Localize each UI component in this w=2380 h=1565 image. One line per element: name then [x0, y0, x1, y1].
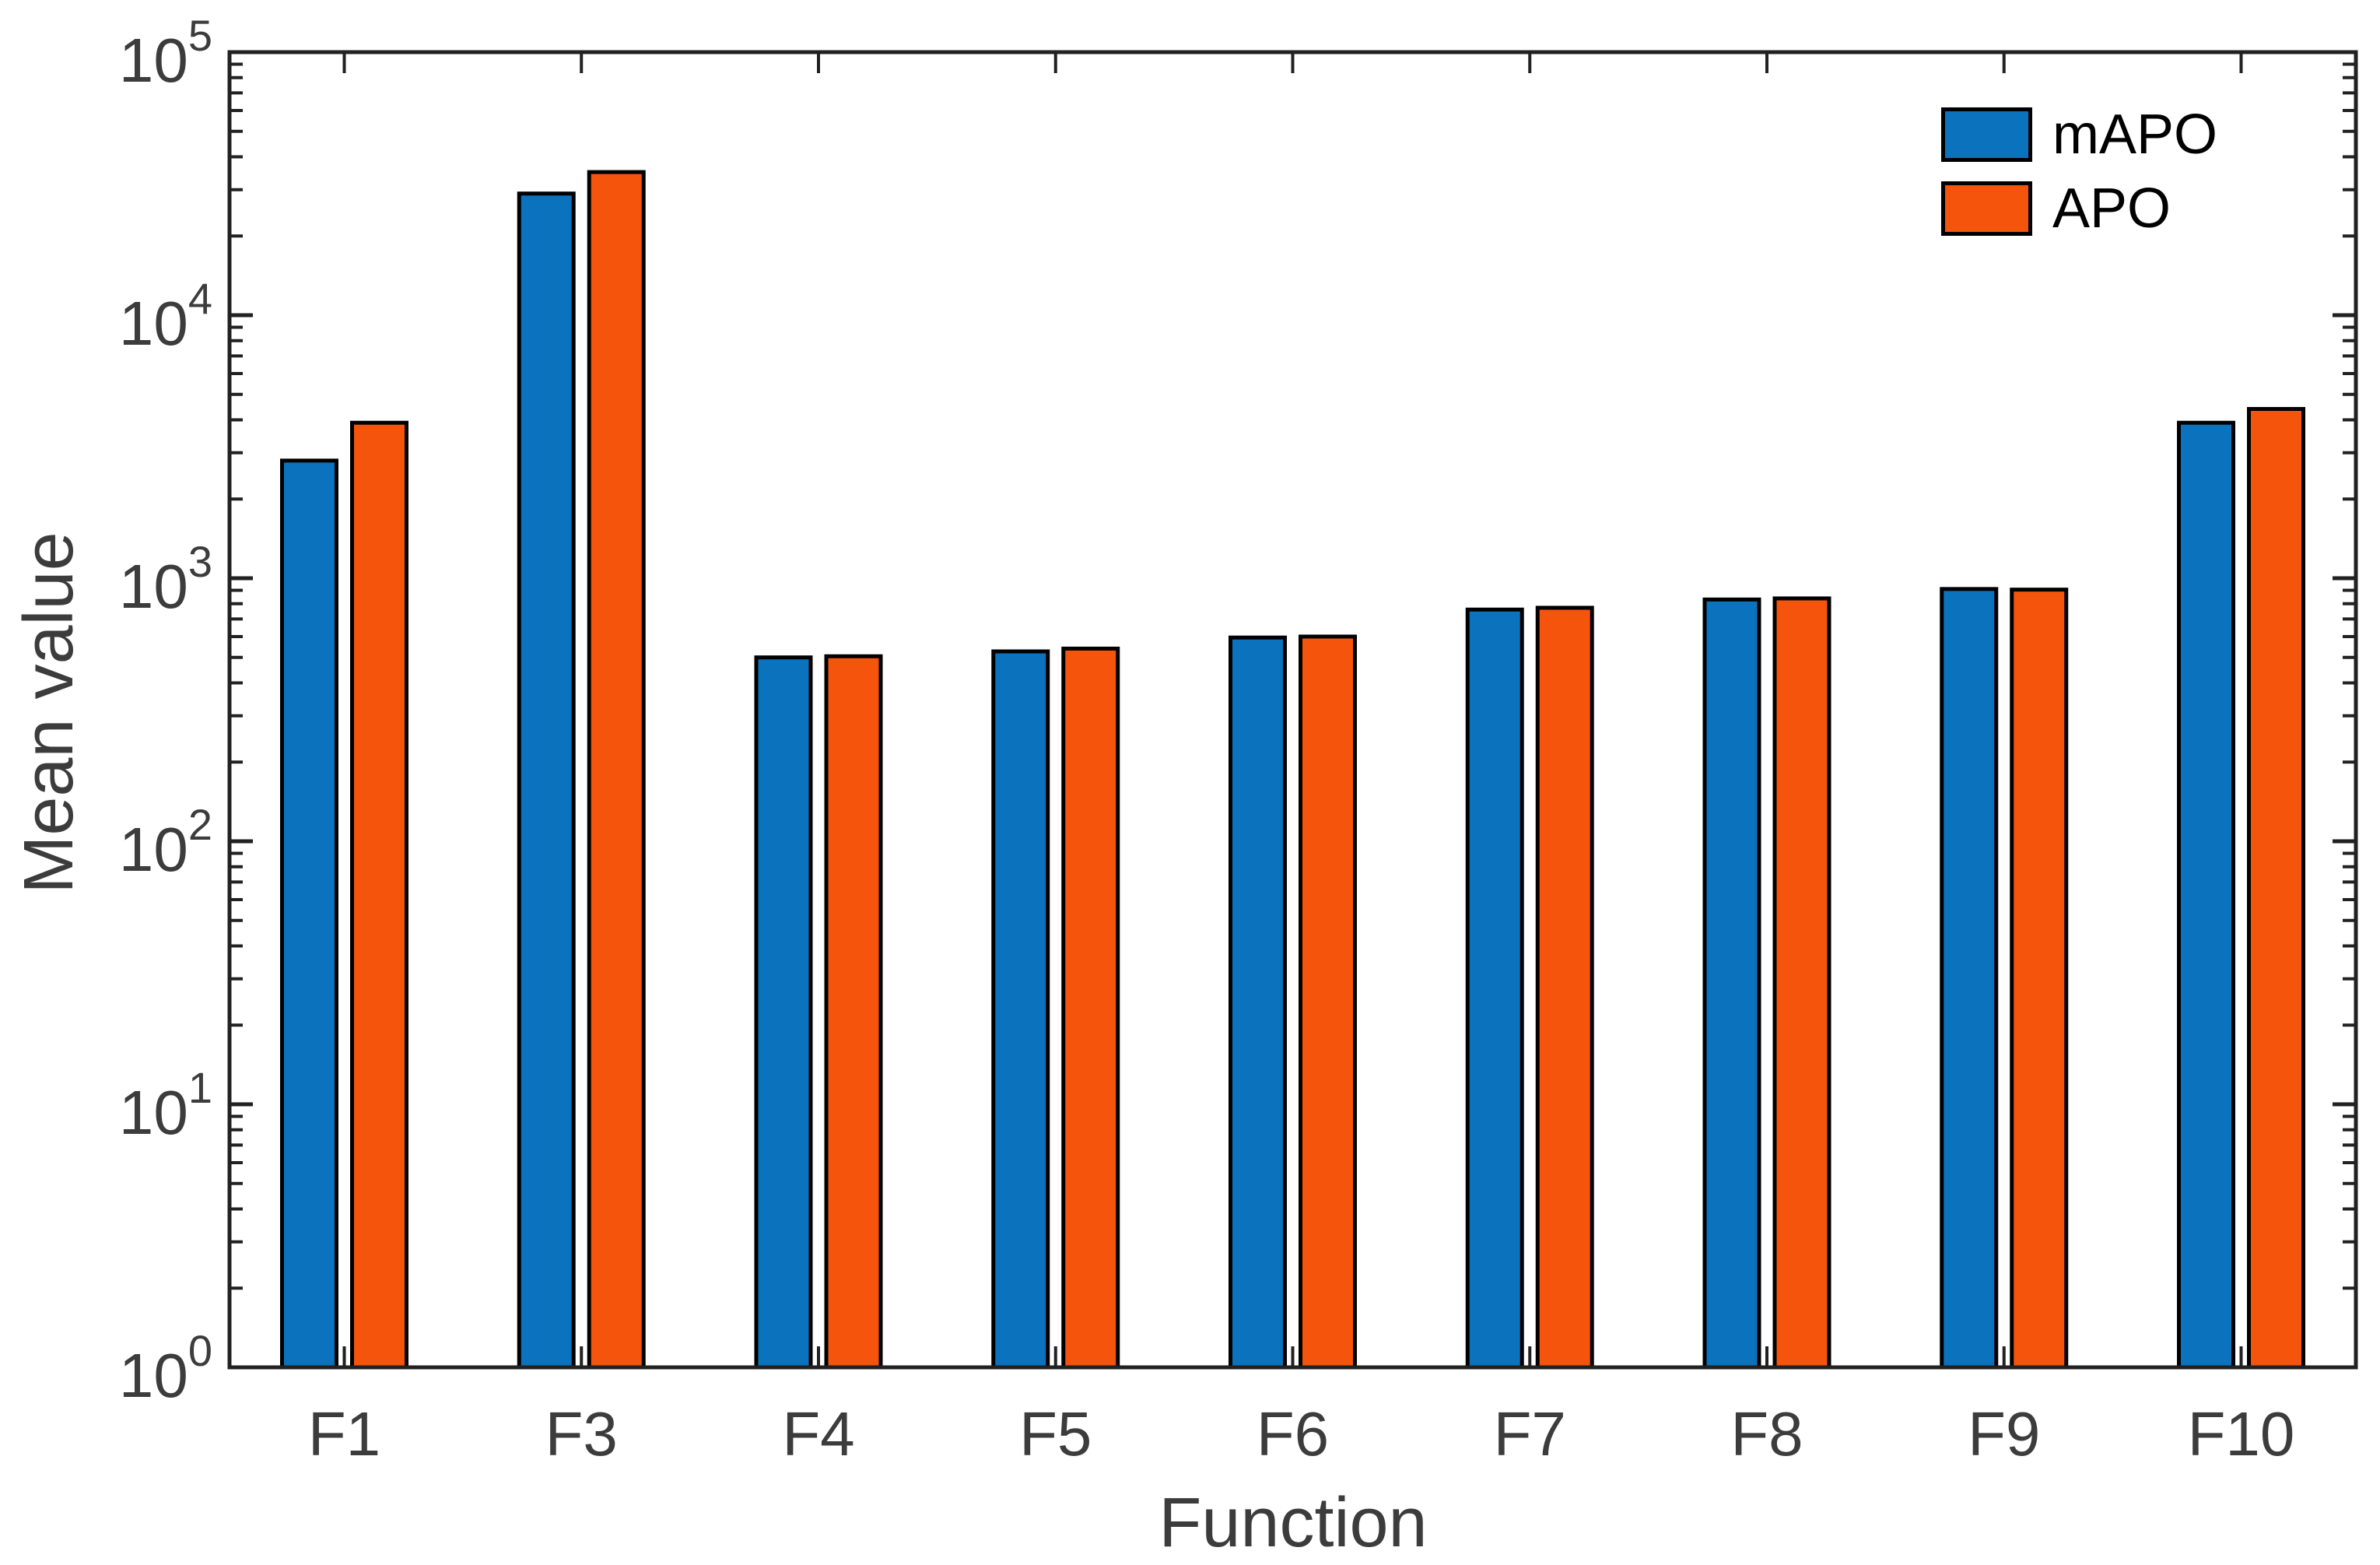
bar-F9-mAPO [1940, 587, 1999, 1370]
y-tick-label-1e3: 103 [119, 537, 212, 621]
bar-F1-mAPO [280, 458, 338, 1370]
y-tick-label-1e4: 104 [119, 274, 212, 358]
bar-F9-APO [2010, 588, 2069, 1370]
plot-frame [227, 50, 2358, 1370]
bar-F5-APO [1061, 646, 1120, 1370]
x-tick-label-F10: F10 [2188, 1399, 2295, 1469]
y-tick-label-1e5: 105 [119, 11, 212, 95]
bar-F1-APO [350, 420, 408, 1370]
x-tick-label-F7: F7 [1494, 1399, 1566, 1469]
x-tick-label-F1: F1 [308, 1399, 380, 1469]
bar-F5-mAPO [991, 649, 1050, 1370]
y-axis-label: Mean value [10, 532, 88, 894]
x-tick-label-F3: F3 [545, 1399, 618, 1469]
legend-label-apo: APO [2052, 177, 2171, 240]
x-tick-label-F8: F8 [1730, 1399, 1803, 1469]
bar-F3-APO [587, 170, 646, 1370]
legend-label-mapo: mAPO [2052, 104, 2218, 166]
x-axis-label: Function [1158, 1484, 1428, 1562]
bar-F3-mAPO [517, 191, 576, 1370]
bar-F6-APO [1299, 634, 1357, 1370]
x-tick-label-F4: F4 [782, 1399, 854, 1469]
bar-F10-APO [2247, 407, 2305, 1370]
legend-swatch-apo [1941, 181, 2032, 236]
legend-entry-mapo: mAPO [1941, 104, 2218, 166]
x-tick-label-F6: F6 [1257, 1399, 1329, 1469]
bar-F8-APO [1772, 596, 1831, 1370]
legend-entry-apo: APO [1941, 177, 2217, 240]
bar-F6-mAPO [1229, 635, 1287, 1370]
x-tick-label-F9: F9 [1968, 1399, 2040, 1469]
y-tick-label-1e0: 100 [119, 1326, 212, 1410]
y-tick-label-1e2: 102 [119, 800, 212, 884]
bar-F7-APO [1535, 605, 1594, 1370]
legend-swatch-mapo [1941, 107, 2032, 162]
bar-F10-mAPO [2177, 420, 2235, 1370]
bar-F7-mAPO [1465, 607, 1524, 1370]
bar-F8-mAPO [1702, 597, 1761, 1370]
x-tick-label-F5: F5 [1019, 1399, 1092, 1469]
y-tick-label-1e1: 101 [119, 1063, 212, 1147]
legend: mAPO APO [1941, 104, 2218, 240]
bar-F4-mAPO [754, 655, 813, 1370]
bar-F4-APO [824, 654, 883, 1370]
